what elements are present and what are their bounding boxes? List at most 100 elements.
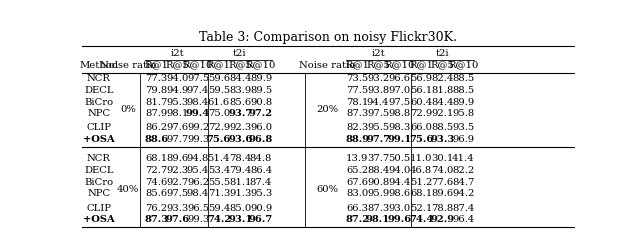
Text: 74.6: 74.6 xyxy=(145,178,168,187)
Text: +OSA: +OSA xyxy=(83,215,115,224)
Text: 84.4: 84.4 xyxy=(229,74,252,83)
Text: 97.7: 97.7 xyxy=(166,135,188,144)
Text: 93.6: 93.6 xyxy=(228,135,252,144)
Text: 95.3: 95.3 xyxy=(250,189,272,198)
Text: 96.9: 96.9 xyxy=(452,135,474,144)
Text: 83.9: 83.9 xyxy=(229,86,252,95)
Text: 85.6: 85.6 xyxy=(145,189,168,198)
Text: 98.4: 98.4 xyxy=(187,189,209,198)
Text: 88.4: 88.4 xyxy=(367,166,389,175)
Text: 97.0: 97.0 xyxy=(388,86,410,95)
Text: 90.8: 90.8 xyxy=(250,98,272,107)
Text: R@5: R@5 xyxy=(366,61,390,70)
Text: 92.9: 92.9 xyxy=(431,215,454,224)
Text: 92.3: 92.3 xyxy=(229,123,252,132)
Text: 53.4: 53.4 xyxy=(208,166,230,175)
Text: 88.5: 88.5 xyxy=(452,74,474,83)
Text: 89.6: 89.6 xyxy=(166,154,188,163)
Text: 94.4: 94.4 xyxy=(367,98,389,107)
Text: R@1: R@1 xyxy=(145,61,168,70)
Text: BiCro: BiCro xyxy=(84,98,113,107)
Text: 97.4: 97.4 xyxy=(187,86,209,95)
Text: 87.3: 87.3 xyxy=(346,109,369,118)
Text: 78.1: 78.1 xyxy=(346,98,369,107)
Text: 98.4: 98.4 xyxy=(187,98,209,107)
Text: 93.8: 93.8 xyxy=(367,86,389,95)
Text: R@1: R@1 xyxy=(345,61,369,70)
Text: 82.2: 82.2 xyxy=(452,166,474,175)
Text: 94.9: 94.9 xyxy=(166,86,188,95)
Text: 89.9: 89.9 xyxy=(452,98,474,107)
Text: 75.0: 75.0 xyxy=(208,109,230,118)
Text: +OSA: +OSA xyxy=(83,135,115,144)
Text: 87.3: 87.3 xyxy=(144,215,168,224)
Text: 94.2: 94.2 xyxy=(452,189,475,198)
Text: NPC: NPC xyxy=(87,109,111,118)
Text: 99.1: 99.1 xyxy=(387,135,412,144)
Text: 85.0: 85.0 xyxy=(229,204,252,213)
Text: 86.2: 86.2 xyxy=(145,123,168,132)
Text: 88.5: 88.5 xyxy=(452,86,474,95)
Text: R@5: R@5 xyxy=(228,61,252,70)
Text: 67.6: 67.6 xyxy=(346,178,368,187)
Text: 97.2: 97.2 xyxy=(249,109,273,118)
Text: 74.0: 74.0 xyxy=(431,166,454,175)
Text: 98.1: 98.1 xyxy=(166,109,188,118)
Text: 99.4: 99.4 xyxy=(186,109,210,118)
Text: 46.8: 46.8 xyxy=(410,166,433,175)
Text: 60%: 60% xyxy=(316,185,338,194)
Text: 84.4: 84.4 xyxy=(431,98,454,107)
Text: 89.6: 89.6 xyxy=(431,189,454,198)
Text: 93.0: 93.0 xyxy=(388,204,410,213)
Text: 99.6: 99.6 xyxy=(387,215,412,224)
Text: 30.1: 30.1 xyxy=(431,154,454,163)
Text: R@10: R@10 xyxy=(246,61,276,70)
Text: 88.5: 88.5 xyxy=(431,123,454,132)
Text: 93.7: 93.7 xyxy=(228,109,252,118)
Text: 66.3: 66.3 xyxy=(346,204,368,213)
Text: 71.3: 71.3 xyxy=(208,189,230,198)
Text: 72.9: 72.9 xyxy=(208,123,230,132)
Text: 56.1: 56.1 xyxy=(410,86,433,95)
Text: 97.6: 97.6 xyxy=(166,123,188,132)
Text: Table 3: Comparison on noisy Flickr30K.: Table 3: Comparison on noisy Flickr30K. xyxy=(199,31,457,44)
Text: 95.3: 95.3 xyxy=(166,98,188,107)
Text: 95.4: 95.4 xyxy=(187,166,209,175)
Text: CLIP: CLIP xyxy=(86,123,111,132)
Text: R@1: R@1 xyxy=(207,61,231,70)
Text: 96.4: 96.4 xyxy=(452,215,474,224)
Text: 20%: 20% xyxy=(316,105,338,113)
Text: 88.6: 88.6 xyxy=(144,135,168,144)
Text: 91.3: 91.3 xyxy=(229,189,252,198)
Text: 65.2: 65.2 xyxy=(346,166,369,175)
Text: 93.2: 93.2 xyxy=(367,74,389,83)
Text: 94.8: 94.8 xyxy=(187,154,209,163)
Text: 68.1: 68.1 xyxy=(410,189,433,198)
Text: 55.5: 55.5 xyxy=(208,178,230,187)
Text: 97.5: 97.5 xyxy=(166,189,188,198)
Text: 72.7: 72.7 xyxy=(145,166,168,175)
Text: R@10: R@10 xyxy=(384,61,415,70)
Text: 94.0: 94.0 xyxy=(166,74,188,83)
Text: 81.7: 81.7 xyxy=(145,98,168,107)
Text: 97.7: 97.7 xyxy=(366,135,390,144)
Text: CLIP: CLIP xyxy=(86,204,111,213)
Text: R@10: R@10 xyxy=(183,61,213,70)
Text: 77.6: 77.6 xyxy=(431,178,454,187)
Text: 93.3: 93.3 xyxy=(430,135,455,144)
Text: 88.9: 88.9 xyxy=(345,135,369,144)
Text: 98.3: 98.3 xyxy=(388,123,410,132)
Text: 99.3: 99.3 xyxy=(187,215,209,224)
Text: 96.0: 96.0 xyxy=(250,123,272,132)
Text: 97.5: 97.5 xyxy=(367,109,389,118)
Text: 68.1: 68.1 xyxy=(145,154,168,163)
Text: 94.4: 94.4 xyxy=(388,178,411,187)
Text: 73.5: 73.5 xyxy=(346,74,369,83)
Text: 98.1: 98.1 xyxy=(366,215,390,224)
Text: DECL: DECL xyxy=(84,166,113,175)
Text: 61.6: 61.6 xyxy=(208,98,230,107)
Text: 50.5: 50.5 xyxy=(388,154,410,163)
Text: 89.5: 89.5 xyxy=(250,86,272,95)
Text: R@10: R@10 xyxy=(448,61,479,70)
Text: 59.6: 59.6 xyxy=(208,74,230,83)
